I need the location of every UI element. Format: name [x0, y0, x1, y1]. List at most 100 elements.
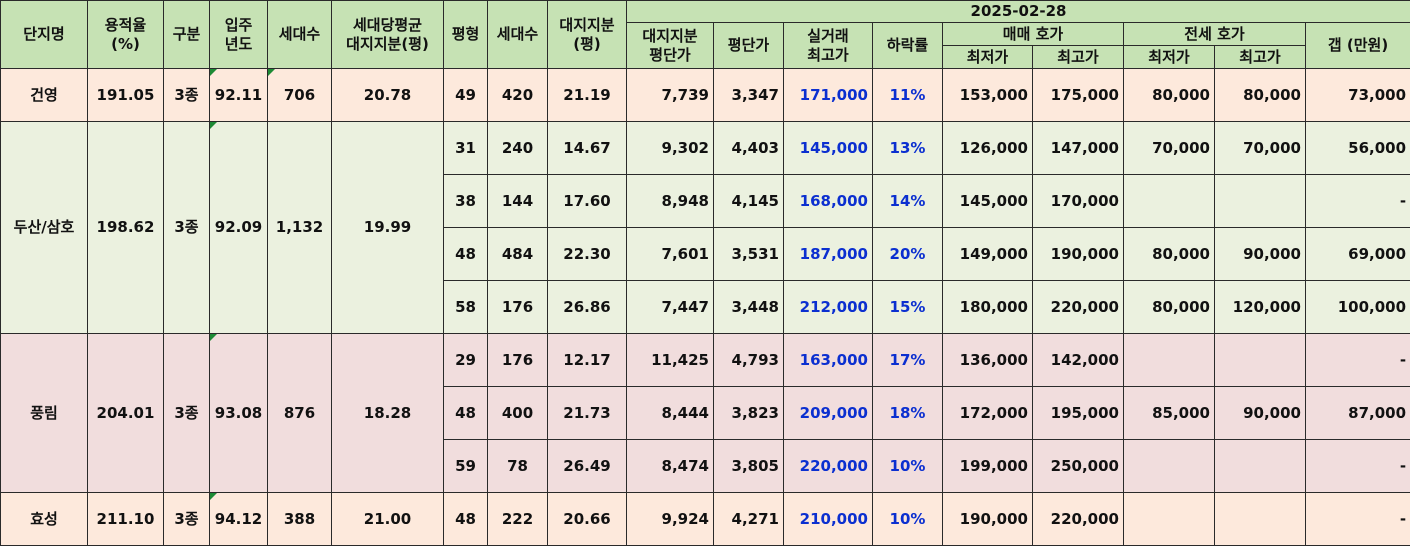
unit-households: 144 — [487, 174, 548, 228]
gap-value: 69,000 — [1304, 227, 1410, 281]
gap-value: 73,000 — [1304, 68, 1410, 122]
header-decline: 하락률 — [872, 22, 943, 69]
header-jeonse-max: 최고가 — [1214, 45, 1306, 69]
land-price: 7,601 — [626, 227, 714, 281]
decline-rate: 18% — [872, 386, 943, 440]
zone-value: 3종 — [163, 68, 210, 122]
table-row: 건영 191.05 3종 92.11 706 20.78 49 420 21.1… — [0, 68, 1410, 122]
pyeong-price: 4,145 — [713, 174, 784, 228]
jeonse-max: 90,000 — [1214, 386, 1306, 440]
gap-value: - — [1304, 492, 1410, 546]
header-jeonse-ask: 전세 호가 — [1123, 22, 1306, 46]
gap-value: - — [1304, 333, 1410, 387]
land-share: 21.19 — [547, 68, 627, 122]
far-value: 211.10 — [87, 492, 164, 546]
sale-max: 142,000 — [1032, 333, 1124, 387]
header-sale-ask: 매매 호가 — [942, 22, 1124, 46]
decline-rate: 17% — [872, 333, 943, 387]
header-jeonse-min: 최저가 — [1123, 45, 1215, 69]
sale-max: 220,000 — [1032, 492, 1124, 546]
pyeong-price: 3,823 — [713, 386, 784, 440]
pyeong-value: 48 — [443, 492, 488, 546]
unit-households: 176 — [487, 333, 548, 387]
complex-name: 효성 — [0, 492, 88, 546]
pyeong-value: 59 — [443, 439, 488, 493]
header-sale-max: 최고가 — [1032, 45, 1124, 69]
sale-min: 145,000 — [942, 174, 1033, 228]
pyeong-value: 48 — [443, 227, 488, 281]
land-price: 8,474 — [626, 439, 714, 493]
avg-land-share: 21.00 — [331, 492, 444, 546]
land-price: 9,924 — [626, 492, 714, 546]
pyeong-price: 4,793 — [713, 333, 784, 387]
gap-value: 56,000 — [1304, 121, 1410, 175]
sale-min: 190,000 — [942, 492, 1033, 546]
jeonse-max — [1214, 333, 1306, 387]
unit-households: 420 — [487, 68, 548, 122]
header-real-trade-high: 실거래 최고가 — [783, 22, 873, 69]
header-pyeong-price: 평단가 — [713, 22, 784, 69]
pyeong-value: 49 — [443, 68, 488, 122]
sale-max: 195,000 — [1032, 386, 1124, 440]
table-row: 풍림 204.01 3종 93.08 876 18.28 29 176 12.1… — [0, 333, 1410, 493]
table-row: 48 400 21.73 8,444 3,823 209,000 18% 172… — [1, 386, 1410, 440]
pyeong-value: 29 — [443, 333, 488, 387]
jeonse-min — [1123, 439, 1215, 493]
land-share: 12.17 — [547, 333, 627, 387]
header-far: 용적율 (%) — [87, 0, 164, 69]
table-row: 두산/삼호 198.62 3종 92.09 1,132 19.99 31 240… — [0, 121, 1410, 334]
jeonse-min: 80,000 — [1123, 227, 1215, 281]
zone-value: 3종 — [163, 492, 210, 546]
header-avg-land-share: 세대당평균 대지지분(평) — [331, 0, 444, 69]
header-move-in-year: 입주 년도 — [209, 0, 268, 69]
header-land-share: 대지지분 (평) — [547, 0, 627, 69]
zone-value: 3종 — [163, 333, 210, 493]
unit-households: 176 — [487, 280, 548, 334]
real-trade-high: 171,000 — [783, 68, 873, 122]
real-trade-high: 168,000 — [783, 174, 873, 228]
pyeong-price: 4,271 — [713, 492, 784, 546]
land-price: 8,948 — [626, 174, 714, 228]
far-value: 191.05 — [87, 68, 164, 122]
sale-min: 149,000 — [942, 227, 1033, 281]
land-price: 11,425 — [626, 333, 714, 387]
decline-rate: 14% — [872, 174, 943, 228]
land-price: 7,739 — [626, 68, 714, 122]
pyeong-value: 38 — [443, 174, 488, 228]
land-share: 21.73 — [547, 386, 627, 440]
land-share: 20.66 — [547, 492, 627, 546]
unit-households: 222 — [487, 492, 548, 546]
land-share: 17.60 — [547, 174, 627, 228]
decline-rate: 10% — [872, 439, 943, 493]
households-value: 706 — [267, 68, 332, 122]
real-trade-high: 163,000 — [783, 333, 873, 387]
unit-households: 78 — [487, 439, 548, 493]
jeonse-min — [1123, 174, 1215, 228]
header-date: 2025-02-28 — [625, 0, 1410, 23]
far-value: 204.01 — [87, 333, 164, 493]
avg-land-share: 20.78 — [331, 68, 444, 122]
jeonse-min — [1123, 492, 1215, 546]
jeonse-max — [1214, 174, 1306, 228]
decline-rate: 11% — [872, 68, 943, 122]
pyeong-price: 3,531 — [713, 227, 784, 281]
table-row: 59 78 26.49 8,474 3,805 220,000 10% 199,… — [1, 439, 1410, 493]
gap-value: - — [1304, 439, 1410, 493]
land-share: 14.67 — [547, 121, 627, 175]
jeonse-max: 70,000 — [1214, 121, 1306, 175]
move-in-year: 93.08 — [209, 333, 268, 493]
complex-group-hyosung: 효성 211.10 3종 94.12 388 21.00 48 222 20.6… — [0, 492, 1410, 546]
complex-name: 두산/삼호 — [0, 121, 88, 334]
move-in-year: 94.12 — [209, 492, 268, 546]
real-trade-high: 212,000 — [783, 280, 873, 334]
jeonse-max: 80,000 — [1214, 68, 1306, 122]
households-value: 388 — [267, 492, 332, 546]
decline-rate: 10% — [872, 492, 943, 546]
households-value: 1,132 — [267, 121, 332, 334]
pyeong-value: 31 — [443, 121, 488, 175]
sale-min: 153,000 — [942, 68, 1033, 122]
sale-max: 175,000 — [1032, 68, 1124, 122]
table-row: 38 144 17.60 8,948 4,145 168,000 14% 145… — [1, 174, 1410, 228]
pyeong-price: 4,403 — [713, 121, 784, 175]
sale-max: 170,000 — [1032, 174, 1124, 228]
